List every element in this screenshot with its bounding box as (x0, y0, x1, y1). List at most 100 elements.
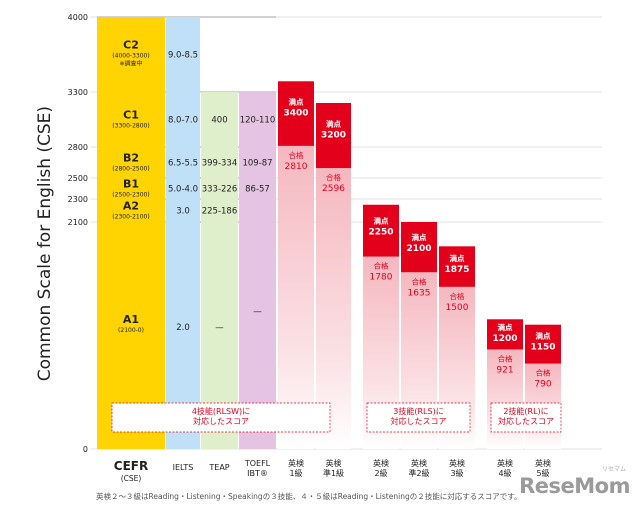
cefr-level-C2: C2 (123, 39, 139, 52)
eiken-pass-value-1: 2596 (322, 184, 345, 194)
y-tick-label-6: 0 (83, 445, 88, 454)
teap-A2: 225-186 (202, 207, 238, 217)
x-label-cefr-sub: (CSE) (121, 474, 142, 483)
x-label-eiken-2-0: 英検 (373, 458, 389, 468)
teap-A1: — (215, 323, 224, 333)
eiken-perfect-value-6: 1150 (530, 343, 555, 353)
x-label-eiken-2-1: 2級 (374, 468, 387, 478)
footnote: 英検２～３級はReading・Listening・Speakingの３技能、４・… (96, 492, 522, 501)
cefr-level-B1: B1 (123, 178, 139, 191)
eiken-pass-label-1: 合格 (326, 172, 341, 182)
x-label-col-2-1: IBT® (247, 469, 268, 478)
cefr-range-A2: (2300-2100) (112, 214, 149, 221)
ielts-B1: 5.0-4.0 (168, 185, 198, 195)
toefl-B2: 109-87 (242, 159, 272, 169)
x-label-col-0-0: IELTS (173, 463, 194, 472)
eiken-pass-label-4: 合格 (450, 291, 465, 301)
x-label-cefr: CEFR (114, 459, 148, 473)
y-axis-label: Common Scale for English (CSE) (35, 106, 55, 381)
skill-box-text-2-0: 2技能(RL)に (503, 406, 548, 416)
ielts-C1: 8.0-7.0 (168, 116, 198, 126)
eiken-pass-value-2: 1780 (370, 273, 393, 283)
eiken-pass-label-5: 合格 (498, 353, 513, 363)
x-label-eiken-0-0: 英検 (288, 458, 304, 468)
cefr-range-C1: (3300-2800) (112, 123, 149, 130)
toefl-C1: 120-110 (240, 116, 276, 126)
skill-box-text-0-0: 4技能(RLSW)に (192, 406, 250, 416)
teap-B1: 333-226 (202, 185, 238, 195)
eiken-perfect-bar-2 (363, 204, 399, 257)
skill-box-text-1-0: 3技能(RLS)に (393, 406, 443, 416)
cefr-level-A2: A2 (123, 200, 139, 213)
eiken-pass-bar-1 (316, 168, 351, 449)
x-label-eiken-1-0: 英検 (326, 458, 342, 468)
eiken-pass-label-2: 合格 (374, 261, 389, 271)
ielts-A1: 2.0 (176, 323, 190, 333)
labels: 4000 3300 2800 2500 2300 2100 0 Common Scale fo… (35, 13, 556, 483)
eiken-perfect-bar-1 (316, 103, 351, 169)
x-label-eiken-6-0: 英検 (535, 458, 551, 468)
teap-C1: 400 (211, 116, 227, 126)
eiken-perfect-bar-4 (439, 246, 475, 287)
skill-box-text-1-1: 対応したスコア (391, 416, 447, 426)
x-label-eiken-4-1: 3級 (450, 468, 463, 478)
ielts-column (166, 17, 200, 449)
eiken-perfect-label-2: 満点 (374, 215, 389, 225)
eiken-pass-bar-5 (487, 349, 523, 449)
x-label-eiken-6-1: 5級 (536, 468, 549, 478)
eiken-perfect-label-1: 満点 (326, 118, 341, 128)
resemom-logo: ReseMom リセマム (519, 466, 630, 498)
eiken-perfect-bar-3 (401, 222, 437, 273)
y-tick-label-3: 2500 (68, 174, 88, 183)
skill-box-text-2-1: 対応したスコア (498, 416, 554, 426)
eiken-pass-label-0: 合格 (289, 150, 304, 160)
eiken-perfect-label-3: 満点 (412, 232, 427, 242)
toefl-column (239, 92, 276, 449)
cefr-range-C2: (4000-3300) (112, 53, 149, 60)
toefl-A1: — (253, 307, 262, 317)
ielts-B2: 6.5-5.5 (168, 159, 198, 169)
y-tick-label-1: 3300 (68, 88, 88, 97)
x-label-eiken-0-1: 1級 (289, 468, 302, 478)
cefr-level-B2: B2 (123, 152, 139, 165)
cefr-range-B1: (2500-2300) (112, 192, 149, 199)
eiken-perfect-label-4: 満点 (450, 253, 465, 263)
toefl-B1: 86-57 (245, 185, 270, 195)
skill-box-text-0-1: 対応したスコア (193, 416, 249, 426)
eiken-pass-bar-0 (278, 145, 314, 449)
watermark-brand: ReseMom (519, 474, 630, 498)
bars (97, 17, 562, 449)
skill-box-1 (366, 402, 471, 433)
eiken-pass-value-0: 2810 (285, 162, 308, 172)
eiken-pass-value-6: 790 (534, 380, 551, 390)
eiken-perfect-value-3: 2100 (406, 244, 431, 254)
eiken-pass-label-6: 合格 (536, 368, 551, 378)
teap-column (201, 92, 238, 449)
eiken-perfect-bar-5 (487, 319, 523, 350)
y-tick-label-4: 2300 (68, 195, 88, 204)
cefr-column (97, 17, 165, 449)
x-label-eiken-5-0: 英検 (497, 458, 513, 468)
cefr-range-A1: (2100-0) (118, 327, 144, 334)
x-label-col-2-0: TOEFL (244, 459, 271, 468)
eiken-perfect-label-6: 満点 (536, 331, 551, 341)
x-label-eiken-4-0: 英検 (449, 458, 465, 468)
eiken-perfect-value-5: 1200 (492, 334, 517, 344)
eiken-pass-value-3: 1635 (408, 288, 431, 298)
skill-box-0 (111, 402, 331, 433)
x-label-eiken-1-1: 準1級 (323, 468, 344, 478)
eiken-perfect-value-2: 2250 (368, 227, 393, 237)
eiken-perfect-bar-6 (525, 324, 561, 364)
ielts-C2: 9.0-8.5 (168, 51, 198, 61)
eiken-pass-value-5: 921 (496, 365, 513, 375)
watermark-sub: リセマム (601, 466, 626, 473)
teap-B2: 399-334 (202, 159, 238, 169)
eiken-pass-label-3: 合格 (412, 276, 427, 286)
x-label-eiken-3-0: 英検 (411, 458, 427, 468)
skill-box-2 (490, 402, 562, 433)
cefr-range-B2: (2800-2500) (112, 166, 149, 173)
y-tick-label-2: 2800 (68, 143, 88, 152)
eiken-perfect-label-0: 満点 (289, 97, 304, 107)
y-tick-label-0: 4000 (68, 13, 88, 22)
x-label-col-1-0: TEAP (208, 463, 229, 472)
